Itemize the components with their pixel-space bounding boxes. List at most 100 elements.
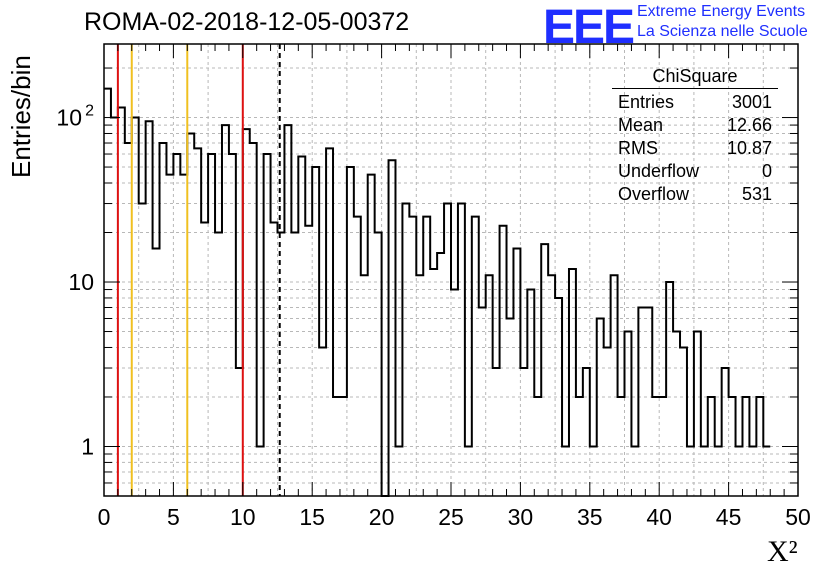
histogram-bin xyxy=(250,143,257,496)
histogram-bin xyxy=(631,446,638,496)
x-tick-label: 15 xyxy=(299,504,325,530)
histogram-bin xyxy=(395,446,402,496)
histogram-outline xyxy=(104,87,771,497)
histogram-bin xyxy=(562,446,569,496)
histogram-bin xyxy=(118,108,125,496)
x-tick-label: 25 xyxy=(438,504,464,530)
stats-row: Mean 12.66 xyxy=(612,114,778,137)
stats-row: Overflow 531 xyxy=(612,183,778,206)
histogram-bin xyxy=(458,204,465,496)
histogram-bin xyxy=(583,368,590,496)
histogram-bin xyxy=(576,397,583,496)
histogram-bin xyxy=(611,275,618,496)
histogram-bin xyxy=(708,397,715,496)
stats-label: Underflow xyxy=(618,161,700,181)
x-tick-label: 45 xyxy=(716,504,742,530)
y-tick-label: 1 xyxy=(81,433,94,459)
histogram-bin xyxy=(555,298,562,496)
histogram-bin xyxy=(507,319,514,496)
reference-lines xyxy=(116,44,281,496)
histogram xyxy=(104,87,771,497)
stats-row: Entries 3001 xyxy=(612,91,778,114)
histogram-bin xyxy=(437,253,444,496)
stats-value: 0 xyxy=(761,161,772,181)
histogram-bin xyxy=(534,397,541,496)
x-tick-label: 30 xyxy=(508,504,534,530)
histogram-bin xyxy=(132,118,139,496)
histogram-bin xyxy=(638,307,645,496)
histogram-bin xyxy=(541,244,548,496)
histogram-bin xyxy=(625,332,632,496)
histogram-bin xyxy=(257,446,264,496)
histogram-bin xyxy=(201,223,208,496)
stats-value: 12.66 xyxy=(726,115,772,135)
stats-title: ChiSquare xyxy=(612,66,778,89)
histogram-bin xyxy=(604,347,611,496)
stats-label: Entries xyxy=(618,92,675,112)
histogram-bin xyxy=(333,397,340,496)
histogram-bin xyxy=(742,397,749,496)
histogram-bin xyxy=(666,282,673,496)
histogram-bin xyxy=(243,129,250,496)
histogram-bin xyxy=(687,446,694,496)
histogram-bin xyxy=(597,319,604,496)
stats-label: RMS xyxy=(618,138,658,158)
histogram-bin xyxy=(548,275,555,496)
histogram-bin xyxy=(368,175,375,496)
histogram-bin xyxy=(409,217,416,496)
histogram-bin xyxy=(701,446,708,496)
histogram-bin xyxy=(444,204,451,496)
histogram-bin xyxy=(173,154,180,496)
logo-tagline-1: Extreme Energy Events xyxy=(637,3,806,20)
histogram-bin xyxy=(215,233,222,496)
histogram-bin xyxy=(298,156,305,496)
histogram-bin xyxy=(291,233,298,496)
y-axis-label: Entries/bin xyxy=(6,55,36,178)
histogram-bin xyxy=(222,125,229,496)
stats-value: 531 xyxy=(741,184,772,204)
histogram-bin xyxy=(694,332,701,496)
histogram-bin xyxy=(659,397,666,496)
histogram-bin xyxy=(756,397,763,496)
histogram-bin xyxy=(520,368,527,496)
histogram-bin xyxy=(500,226,507,496)
stats-box: ChiSquare Entries 3001 Mean 12.66 RMS 10.87… xyxy=(612,66,778,206)
histogram-bin xyxy=(513,248,520,496)
stats-value: 3001 xyxy=(731,92,772,112)
histogram-bin xyxy=(472,217,479,496)
histogram-bin xyxy=(354,217,361,496)
histogram-bin xyxy=(166,175,173,496)
histogram-bin xyxy=(160,143,167,496)
histogram-bin xyxy=(673,332,680,496)
histogram-bin xyxy=(284,125,291,496)
histogram-bin xyxy=(347,167,354,496)
histogram-bin xyxy=(423,217,430,496)
histogram-bin xyxy=(153,248,160,496)
histogram-bin xyxy=(187,133,194,496)
histogram-bin xyxy=(486,275,493,496)
histogram-bin xyxy=(278,233,285,496)
histogram-bin xyxy=(146,121,153,496)
histogram-bin xyxy=(319,347,326,496)
histogram-bin xyxy=(180,175,187,496)
x-tick-label: 35 xyxy=(577,504,603,530)
histogram-bin xyxy=(749,446,756,496)
y-tick-label: 10 xyxy=(68,269,94,295)
axis-ticks xyxy=(103,44,799,497)
x-tick-label: 20 xyxy=(369,504,395,530)
histogram-bin xyxy=(451,290,458,496)
stats-label: Mean xyxy=(618,115,664,135)
histogram-bin xyxy=(104,89,111,496)
histogram-bin xyxy=(736,446,743,496)
histogram-bin xyxy=(125,143,132,496)
histogram-bin xyxy=(416,275,423,496)
histogram-bin xyxy=(652,397,659,496)
histogram-bin xyxy=(340,397,347,496)
histogram-bin xyxy=(208,154,215,496)
histogram-bin xyxy=(715,446,722,496)
histogram-bin xyxy=(375,233,382,496)
stats-row: Underflow 0 xyxy=(612,160,778,183)
histogram-bin xyxy=(111,118,118,496)
histogram-bin xyxy=(389,160,396,496)
